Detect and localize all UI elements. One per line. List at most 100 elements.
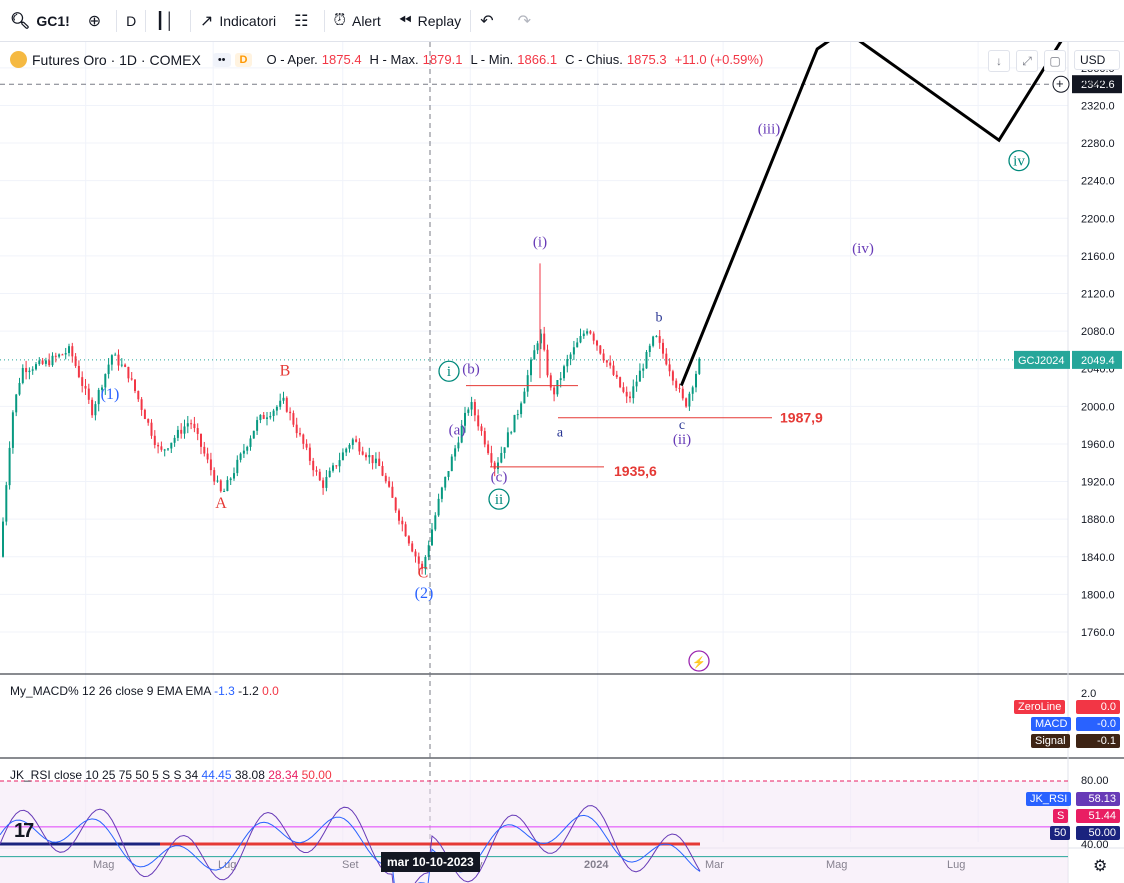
price-tick-label: 2200.0 (1081, 213, 1115, 225)
last-symbol-label: GCJ2024 (1018, 355, 1064, 367)
collapse-down-icon[interactable]: ↓ (988, 50, 1010, 72)
candle-body (64, 353, 67, 355)
low-value: 1866.1 (517, 52, 558, 67)
candle-body (94, 404, 97, 416)
add-symbol-button[interactable]: ⊕ (79, 0, 116, 42)
candle-body (259, 414, 262, 421)
candle-body (233, 473, 235, 479)
candle-body (127, 366, 130, 379)
rsi-band (0, 781, 1068, 883)
replay-icon: ⏪︎ (398, 11, 412, 29)
candle-body (338, 460, 341, 467)
candle-body (335, 465, 338, 467)
candle-body (460, 425, 463, 443)
candle-body (487, 444, 490, 454)
candle-body (140, 399, 143, 410)
chart-canvas[interactable]: 2360.02320.02280.02240.02200.02160.02120… (0, 42, 1124, 883)
candle-body (569, 354, 572, 360)
top-toolbar: 🔍︎ GC1! ⊕ D ┃│ ↗ Indicatori ☷ ⏰︎ Alert ⏪︎ Re… (0, 0, 1124, 42)
maximize-pane-icon[interactable]: ⤢ (1016, 50, 1038, 72)
candle-body (167, 448, 169, 450)
symbol-search[interactable]: 🔍︎ GC1! (0, 0, 79, 42)
candle-body (124, 364, 127, 367)
lightning-icon-glyph: ⚡ (692, 656, 706, 669)
macd-axis-label: 2.0 (1081, 688, 1096, 700)
indicators-button[interactable]: ↗ Indicatori (191, 0, 285, 42)
wave-label: (i) (533, 234, 547, 250)
candle-body (143, 409, 146, 420)
candle-body (134, 379, 136, 391)
wave-label: b (656, 311, 663, 326)
candle-body (625, 391, 628, 397)
candle-body (563, 366, 565, 379)
alert-button[interactable]: ⏰︎ Alert (325, 0, 390, 42)
price-tick-label: 2160.0 (1081, 251, 1115, 263)
candle-body (437, 498, 440, 516)
level-label-1935: 1935,6 (614, 463, 657, 479)
candle-body (163, 449, 166, 451)
candle-body (384, 475, 387, 482)
signal-line (0, 709, 700, 743)
candle-body (454, 448, 457, 457)
rsi-legend: JK_RSI close 10 25 75 50 5 S S 34 44.45 … (10, 768, 332, 782)
wave-label: (iv) (852, 241, 874, 257)
candle-body (58, 354, 61, 357)
candle-body (104, 374, 107, 388)
candle-body (675, 380, 678, 388)
toolbar-divider (116, 9, 118, 32)
replay-button[interactable]: ⏪︎ Replay (390, 0, 470, 42)
candle-body (223, 491, 226, 493)
interval-button[interactable]: D (117, 0, 145, 42)
candle-body (602, 353, 605, 361)
price-tick-label: 2080.0 (1081, 326, 1115, 338)
close-label: C - Chius. (565, 52, 623, 67)
macd-name: My_MACD% (10, 684, 79, 698)
redo-button[interactable]: ↷ (509, 0, 546, 42)
settings-gear-icon[interactable]: ⚙ (1093, 858, 1108, 875)
candle-body (18, 382, 21, 395)
candle-body (153, 435, 156, 445)
candle-body (556, 380, 559, 395)
change-value: +11.0 (+0.59%) (674, 52, 764, 67)
candle-body (332, 465, 334, 471)
toolbar-divider (470, 9, 472, 32)
tradingview-logo[interactable]: 17 (14, 820, 34, 842)
rsi-mid-label-tag: 50 (1050, 826, 1071, 840)
symbol-label: GC1! (36, 12, 70, 29)
alert-icon: ⏰︎ (333, 11, 346, 29)
layout-icon: ☷ (294, 12, 309, 30)
candle-body (170, 442, 173, 449)
candle-body (180, 429, 183, 434)
candle-body (229, 478, 232, 481)
candle-body (688, 393, 691, 407)
price-tick-label: 2000.0 (1081, 401, 1115, 413)
fullscreen-icon[interactable]: ▢ (1044, 50, 1066, 72)
candle-body (325, 476, 328, 488)
candle-body (596, 340, 598, 346)
candle-body (209, 459, 212, 471)
undo-button[interactable]: ↶ (471, 0, 508, 42)
undo-icon: ↶ (480, 12, 494, 30)
candle-body (483, 431, 486, 445)
projection-path (679, 42, 1063, 387)
wave-circle-17 (1008, 149, 1030, 172)
candle-body (21, 367, 24, 383)
candle-body (378, 458, 381, 466)
candle-body (242, 450, 245, 454)
candle-body (612, 365, 615, 375)
currency-select[interactable]: USD (1074, 50, 1120, 70)
more-icon[interactable]: •• (212, 52, 231, 67)
candle-body (2, 521, 4, 557)
layout-button[interactable]: ☷ (285, 0, 323, 42)
candle-body (698, 358, 701, 374)
bar-style-button[interactable]: ┃│ (146, 0, 190, 42)
candle-body (391, 486, 394, 498)
scale-mode-label[interactable]: apoz (1080, 77, 1104, 89)
gold-logo-icon (10, 51, 27, 68)
chart-area[interactable]: 2360.02320.02280.02240.02200.02160.02120… (0, 42, 1124, 883)
candle-body (213, 470, 216, 482)
interval-badge: D (234, 52, 253, 67)
candle-body (25, 367, 28, 373)
candle-body (120, 364, 123, 366)
level-label-1987: 1987,9 (780, 410, 823, 426)
